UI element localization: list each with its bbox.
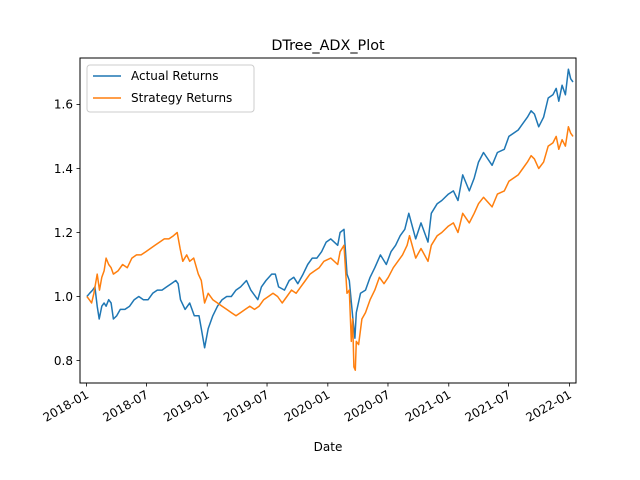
series-layer (86, 68, 574, 371)
legend-label-actual-returns: Actual Returns (131, 69, 218, 83)
x-axis-label: Date (314, 440, 343, 454)
series-line-strategy-returns (86, 126, 574, 371)
series-line-actual-returns (86, 68, 574, 349)
y-tick-label: 1.6 (54, 98, 73, 112)
y-tick-label: 1.0 (54, 290, 73, 304)
y-tick-label: 0.8 (54, 354, 73, 368)
legend-label-strategy-returns: Strategy Returns (131, 91, 232, 105)
y-tick-label: 1.2 (54, 226, 73, 240)
chart-title: DTree_ADX_Plot (271, 38, 385, 54)
y-axis: 0.8 1.0 1.2 1.4 1.6 (54, 98, 80, 368)
legend: Actual Returns Strategy Returns (86, 64, 255, 113)
y-tick-label: 1.4 (54, 162, 73, 176)
legend-box (86, 64, 255, 113)
